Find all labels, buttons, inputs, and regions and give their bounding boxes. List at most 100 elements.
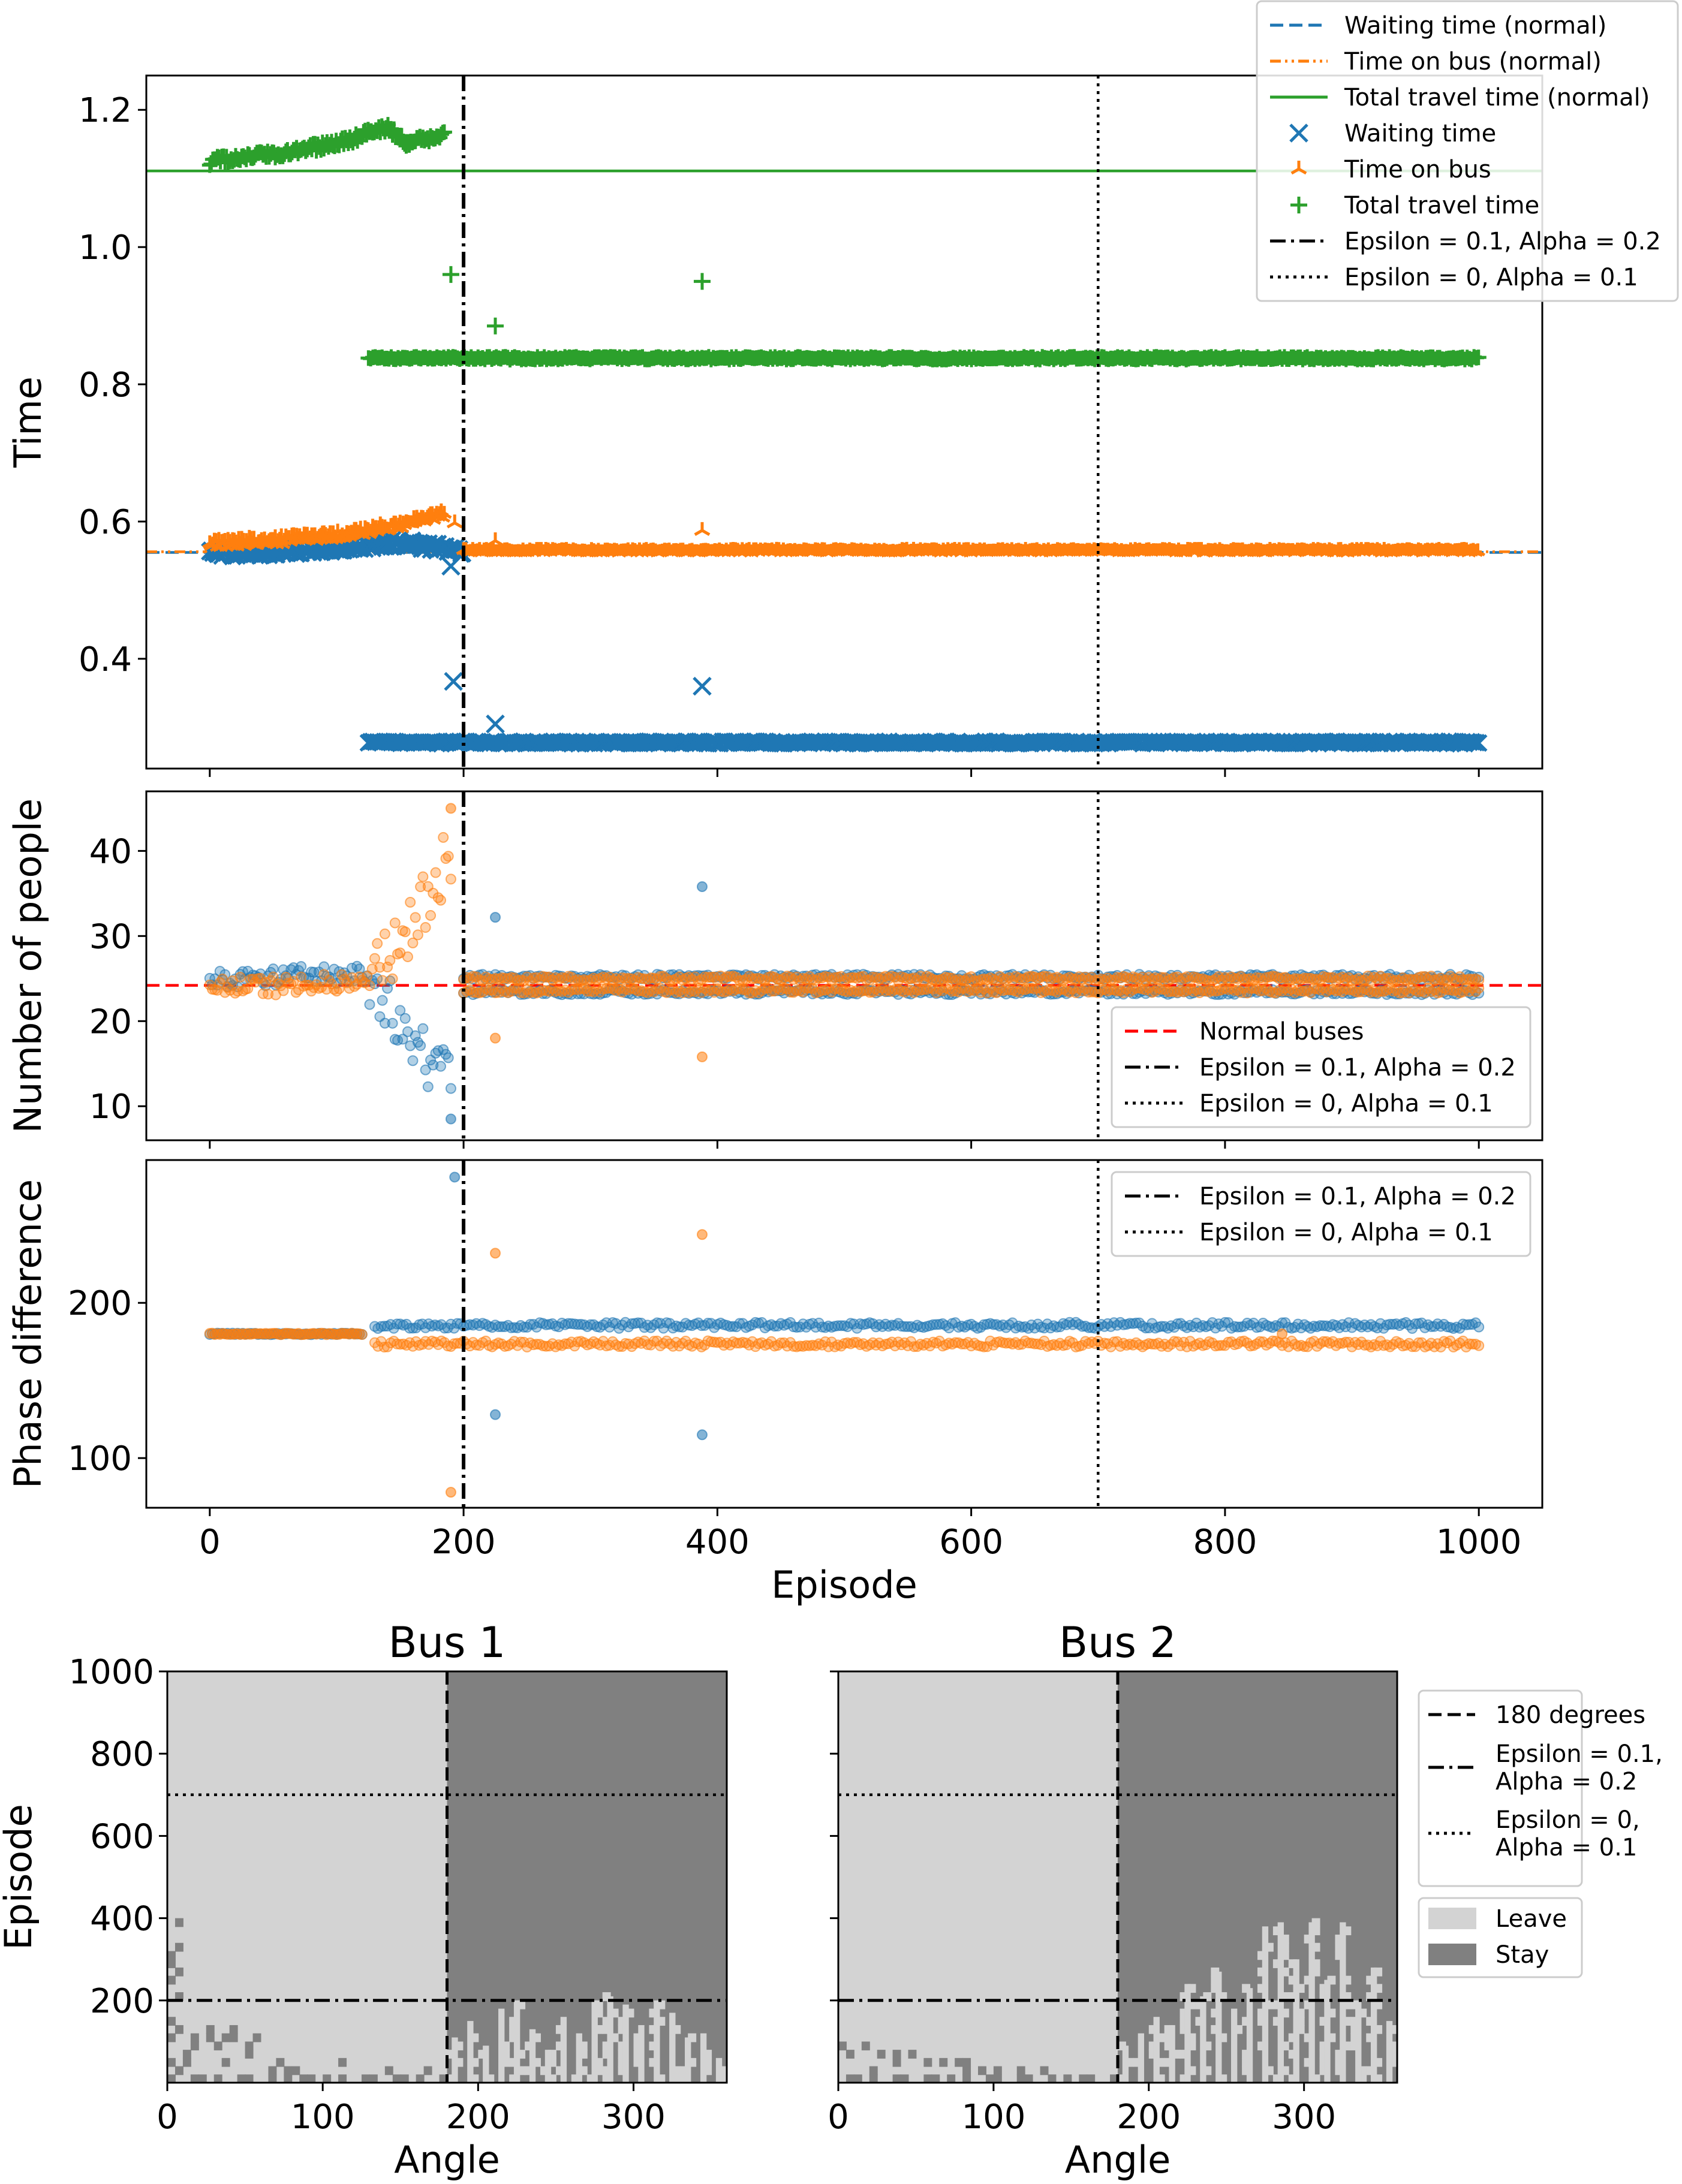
stay-cell (993, 2066, 1002, 2075)
legend-label: Epsilon = 0, Alpha = 0.1 (1199, 1090, 1493, 1117)
data-point (435, 1061, 446, 1072)
stay-cell (206, 2033, 215, 2043)
outlier-point (490, 912, 501, 923)
y-tick-label: 1.2 (79, 91, 132, 130)
data-point (435, 894, 446, 906)
y-tick-label: 0.4 (79, 640, 132, 679)
legend-box (1256, 0, 1679, 302)
data-point (1473, 983, 1485, 994)
y-tick-label: 1000 (68, 1653, 154, 1692)
stay-cell (384, 2066, 393, 2075)
legend-marker-icon (1290, 161, 1307, 175)
x-tick-label: 0 (199, 1523, 221, 1562)
stay-cell (174, 1967, 183, 1977)
leave-cell (1324, 1980, 1331, 2083)
y-axis-label: Number of people (6, 799, 50, 1133)
legend-label: Total travel time (1344, 192, 1539, 219)
x-tick-label: 200 (446, 2098, 510, 2137)
outlier-point (445, 803, 456, 814)
stay-cell (1016, 2066, 1025, 2075)
series-total-travel-time (201, 117, 1487, 367)
data-point (318, 961, 330, 972)
leave-cell (1200, 1996, 1206, 2083)
data-point (412, 929, 423, 941)
stay-cell (962, 2058, 971, 2067)
x-tick-label: 1000 (1436, 1523, 1522, 1562)
outlier-point (696, 1429, 708, 1441)
legend-label: Total travel time (normal) (1344, 84, 1650, 112)
leave-cell (1355, 2000, 1362, 2083)
data-point (443, 1052, 454, 1064)
stay-cell (1040, 2066, 1049, 2075)
data-point (1469, 734, 1488, 752)
stay-cell (962, 2066, 971, 2075)
x-axis-label: Angle (394, 2138, 500, 2182)
leave-cell (452, 2037, 458, 2083)
outlier-point (445, 1113, 456, 1125)
data-point (420, 922, 431, 933)
data-point (417, 871, 429, 882)
leave-cell (607, 1996, 613, 2083)
legend-marker-icon (1290, 197, 1307, 213)
data-point (399, 926, 411, 938)
data-point (445, 1083, 456, 1094)
leave-cell (513, 2000, 520, 2083)
x-tick-label: 0 (828, 2098, 849, 2137)
legend-label: Normal buses (1199, 1018, 1364, 1046)
data-point (410, 912, 421, 923)
outlier-point (487, 317, 504, 335)
data-point (387, 1017, 398, 1029)
stay-cell (206, 2025, 215, 2034)
outlier-point (693, 676, 712, 696)
legend-marker-icon (1289, 123, 1308, 143)
stay-cell (892, 2050, 901, 2059)
leave-cell (1215, 1971, 1222, 2083)
legend-label: Stay (1496, 1941, 1549, 1969)
data-point (436, 124, 452, 140)
data-point (389, 917, 401, 929)
data-point (417, 1023, 429, 1034)
stay-cell (861, 2041, 870, 2051)
leave-cell (591, 2000, 598, 2083)
leave-cell (669, 2013, 676, 2083)
x-tick-label: 100 (291, 2098, 355, 2137)
legend-label: Alpha = 0.1 (1496, 1834, 1637, 1861)
leave-cell (544, 2050, 552, 2083)
leave-cell (1153, 2017, 1160, 2083)
data-point (443, 851, 454, 862)
legend-label: Waiting time (1344, 120, 1496, 147)
leave-region (167, 1671, 447, 2083)
data-point (402, 951, 413, 962)
data-point (387, 973, 398, 984)
stay-cell (221, 2033, 230, 2043)
data-point (425, 909, 437, 921)
x-tick-label: 0 (157, 2098, 178, 2137)
leave-cell (1308, 1922, 1315, 2083)
leave-cell (1340, 1922, 1346, 2083)
y-tick-label: 40 (89, 832, 132, 871)
legend-label: Leave (1496, 1905, 1567, 1933)
data-point (420, 1064, 431, 1076)
x-tick-label: 200 (1117, 2098, 1181, 2137)
leave-cell (576, 2033, 582, 2083)
data-point (372, 938, 383, 949)
x-axis-label: Episode (771, 1563, 917, 1607)
x-tick-label: 100 (961, 2098, 1025, 2137)
leave-cell (1262, 1926, 1269, 2083)
outlier-point (442, 266, 459, 283)
stay-cell (252, 2033, 261, 2043)
y-tick-label: 1.0 (79, 228, 132, 267)
outlier-point (446, 514, 463, 529)
data-point (356, 1329, 368, 1340)
y-tick-label: 200 (68, 1284, 132, 1323)
stay-cell (174, 2025, 183, 2034)
leave-cell (1386, 2021, 1393, 2083)
data-point (234, 971, 246, 983)
data-point (1473, 1340, 1485, 1351)
stay-cell (167, 2058, 176, 2067)
data-point (377, 995, 388, 1006)
outlier-point (445, 1487, 456, 1498)
